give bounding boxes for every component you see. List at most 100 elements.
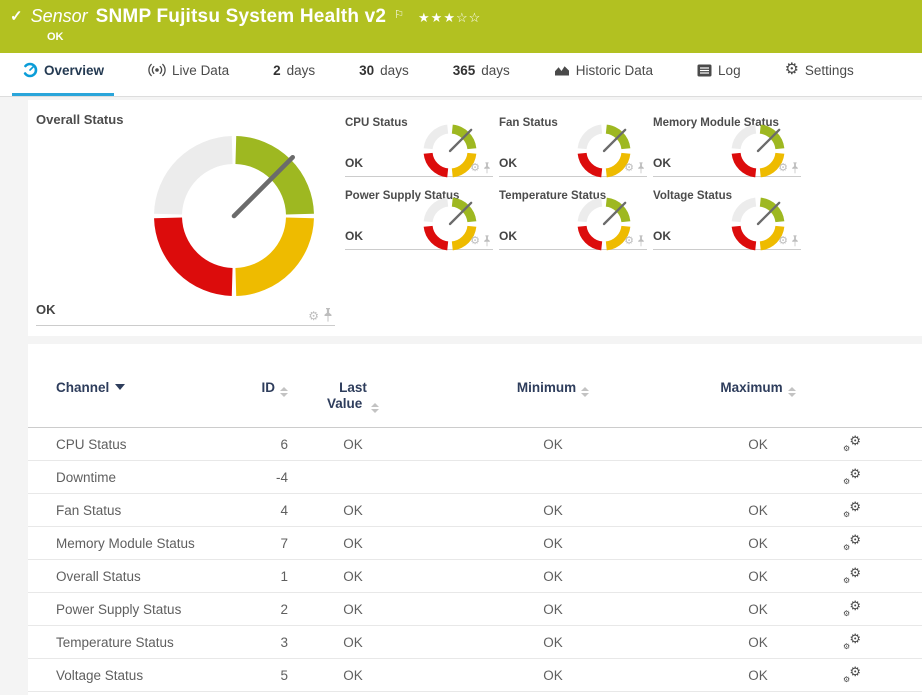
pin-icon[interactable] (637, 162, 645, 174)
gear-icon[interactable]: ⚙ (624, 162, 634, 174)
status-gauge (731, 124, 785, 178)
tab-number: 365 (452, 62, 476, 78)
cell-id: 3 (240, 625, 288, 659)
cell-id: 5 (240, 658, 288, 692)
column-header-last-value[interactable]: Last Value (288, 372, 418, 428)
gauge-title: Voltage Status (653, 190, 733, 202)
tab-label: Settings (804, 62, 854, 78)
cell-channel[interactable]: Fan Status (28, 493, 240, 527)
sort-icon (371, 403, 380, 413)
column-header-maximum[interactable]: Maximum (688, 372, 828, 428)
sensor-status-badge: OK (47, 31, 64, 43)
cell-last-value: OK (288, 592, 418, 626)
channels-table: Channel ID Last Value Minimum Maximum CPU… (28, 372, 922, 692)
pin-icon[interactable] (637, 235, 645, 247)
column-header-channel[interactable]: Channel (28, 372, 240, 428)
mini-gauges-grid: CPU Status OK ⚙ Fan Status OK ⚙ Memory M… (345, 112, 801, 251)
column-label: Last Value (327, 380, 380, 413)
cell-channel[interactable]: Overall Status (28, 559, 240, 593)
tab-365-days[interactable]: 365 days (443, 56, 520, 96)
gauge-title: CPU Status (345, 117, 408, 129)
tab-label: days (286, 62, 316, 78)
gear-icon: ⚙ (784, 61, 799, 78)
tab-30-days[interactable]: 30 days (349, 56, 419, 96)
channel-settings-icon[interactable]: ⚙ ⚙ (843, 597, 861, 618)
sort-icon (581, 387, 590, 397)
priority-stars[interactable]: ★★★☆☆ (418, 10, 482, 25)
tab-2-days[interactable]: 2 days (263, 56, 325, 96)
cell-channel[interactable]: Memory Module Status (28, 526, 240, 560)
pin-icon[interactable] (483, 162, 491, 174)
channel-settings-icon[interactable]: ⚙ ⚙ (843, 630, 861, 651)
gauge-icon (22, 62, 38, 78)
cell-channel[interactable]: Downtime (28, 460, 240, 494)
cell-channel[interactable]: CPU Status (28, 427, 240, 461)
cell-minimum: OK (418, 658, 688, 692)
cell-minimum: OK (418, 493, 688, 527)
gauge-status-value: OK (345, 229, 363, 243)
gear-icon[interactable]: ⚙ (308, 309, 319, 323)
column-label: Channel (56, 380, 110, 395)
cell-id: 6 (240, 427, 288, 461)
channels-panel: Channel ID Last Value Minimum Maximum CPU… (28, 344, 922, 695)
tab-overview[interactable]: Overview (12, 56, 115, 96)
cell-maximum: OK (688, 493, 828, 527)
column-label: Minimum (516, 380, 577, 395)
mini-gauge-panel: Memory Module Status OK ⚙ (653, 112, 801, 178)
gauge-status-value: OK (499, 229, 517, 243)
pin-icon[interactable] (323, 308, 333, 322)
cell-minimum: OK (418, 592, 688, 626)
mini-gauge-panel: Fan Status OK ⚙ (499, 112, 647, 178)
cell-id: -4 (240, 460, 288, 494)
overall-status-footer: OK ⚙ (36, 301, 335, 326)
tab-label: Live Data (172, 62, 230, 78)
column-header-id[interactable]: ID (240, 372, 288, 428)
cell-maximum (688, 460, 828, 494)
channel-settings-icon[interactable]: ⚙ ⚙ (843, 663, 861, 684)
cell-last-value: OK (288, 658, 418, 692)
sort-icon (280, 387, 288, 397)
pin-icon[interactable] (483, 235, 491, 247)
column-header-actions (828, 372, 922, 428)
gear-icon[interactable]: ⚙ (624, 235, 634, 247)
cell-channel[interactable]: Temperature Status (28, 625, 240, 659)
column-label: Maximum (720, 380, 783, 395)
gear-icon[interactable]: ⚙ (778, 235, 788, 247)
channel-settings-icon[interactable]: ⚙ ⚙ (843, 531, 861, 552)
cell-maximum: OK (688, 625, 828, 659)
table-row: Voltage Status 5 OK OK OK ⚙ ⚙ (28, 658, 922, 692)
channel-settings-icon[interactable]: ⚙ ⚙ (843, 498, 861, 519)
tab-settings[interactable]: ⚙ Settings (775, 56, 864, 96)
table-row: Power Supply Status 2 OK OK OK ⚙ ⚙ (28, 592, 922, 626)
gear-icon[interactable]: ⚙ (470, 235, 480, 247)
tab-historic-data[interactable]: Historic Data (544, 56, 663, 96)
channel-settings-icon[interactable]: ⚙ ⚙ (843, 432, 861, 453)
gauge-status-value: OK (653, 156, 671, 170)
gear-icon[interactable]: ⚙ (778, 162, 788, 174)
cell-id: 2 (240, 592, 288, 626)
table-row: Temperature Status 3 OK OK OK ⚙ ⚙ (28, 625, 922, 659)
tab-bar: Overview Live Data 2 days 30 days 365 da… (0, 53, 922, 97)
flag-icon[interactable]: ⚐ (394, 9, 405, 21)
tab-live-data[interactable]: Live Data (138, 56, 239, 96)
channel-settings-icon[interactable]: ⚙ ⚙ (843, 564, 861, 585)
pin-icon[interactable] (791, 162, 799, 174)
gauge-title: Fan Status (499, 117, 558, 129)
cell-minimum (418, 460, 688, 494)
cell-minimum: OK (418, 526, 688, 560)
log-icon (697, 64, 712, 76)
status-check-icon: ✓ (10, 8, 23, 25)
column-header-minimum[interactable]: Minimum (418, 372, 688, 428)
table-row: Memory Module Status 7 OK OK OK ⚙ ⚙ (28, 526, 922, 560)
cell-channel[interactable]: Voltage Status (28, 658, 240, 692)
channel-settings-icon[interactable]: ⚙ ⚙ (843, 465, 861, 486)
status-gauge (577, 197, 631, 251)
cell-maximum: OK (688, 559, 828, 593)
tab-log[interactable]: Log (687, 56, 751, 96)
gear-icon[interactable]: ⚙ (470, 162, 480, 174)
mini-gauge-panel: Power Supply Status OK ⚙ (345, 185, 493, 251)
cell-channel[interactable]: Power Supply Status (28, 592, 240, 626)
table-row: Overall Status 1 OK OK OK ⚙ ⚙ (28, 559, 922, 593)
pin-icon[interactable] (791, 235, 799, 247)
tab-number: 2 (273, 62, 281, 78)
